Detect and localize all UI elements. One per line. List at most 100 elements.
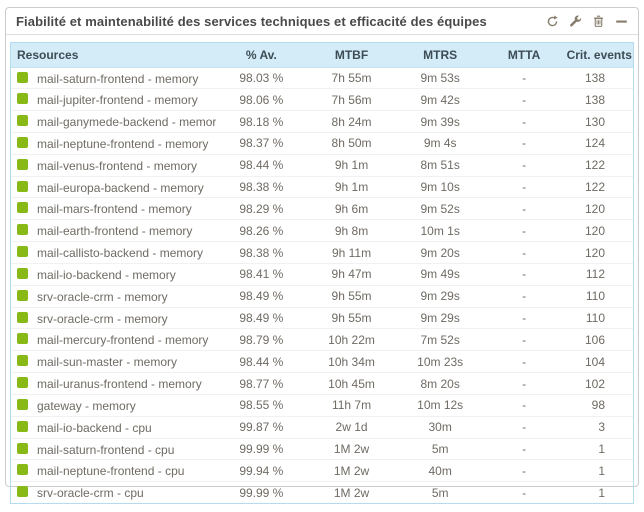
mtta-value: - (483, 328, 565, 351)
resource-name: srv-oracle-crm - memory (37, 289, 168, 304)
availability-value: 99.99 % (216, 481, 307, 504)
status-ok-icon (17, 158, 28, 170)
status-ok-icon (17, 420, 28, 432)
table-row[interactable]: mail-sun-master - memory 98.44 % 10h 34m… (11, 350, 633, 373)
table-row[interactable]: mail-io-backend - cpu 99.87 % 2w 1d 30m … (11, 415, 633, 439)
resource-name: mail-neptune-frontend - cpu (37, 464, 185, 479)
table-row[interactable]: mail-io-backend - memory 98.41 % 9h 47m … (11, 262, 633, 286)
table-row[interactable]: mail-earth-frontend - memory 98.26 % 9h … (11, 219, 633, 242)
mtrs-value: 9m 52s (396, 197, 484, 220)
crit-events-value: 98 (564, 393, 633, 417)
mtta-value: - (483, 175, 565, 198)
mtbf-value: 10h 34m (306, 350, 397, 373)
mtta-value: - (483, 393, 565, 417)
table-row[interactable]: mail-neptune-frontend - memory 98.37 % 8… (11, 131, 633, 155)
status-ok-icon (17, 115, 28, 127)
resource-name: mail-saturn-frontend - cpu (37, 442, 175, 457)
table-row[interactable]: mail-saturn-frontend - memory 98.03 % 7h… (11, 67, 633, 89)
crit-events-value: 102 (564, 372, 633, 395)
resource-name: mail-neptune-frontend - memory (37, 136, 209, 151)
availability-value: 98.38 % (216, 175, 307, 198)
table-row[interactable]: mail-neptune-frontend - cpu 99.94 % 1M 2… (11, 459, 633, 482)
availability-value: 98.55 % (216, 393, 307, 417)
status-ok-icon (17, 464, 28, 476)
mtrs-value: 9m 53s (420, 70, 460, 85)
status-ok-icon (17, 224, 28, 236)
mtbf-value: 9h 47m (306, 262, 397, 286)
availability-value: 98.26 % (216, 219, 307, 242)
table-row[interactable]: mail-venus-frontend - memory 98.44 % 9h … (11, 153, 633, 177)
table-row[interactable]: srv-oracle-crm - cpu 99.99 % 1M 2w 5m - … (11, 481, 633, 504)
column-header-crit-events: Crit. events (564, 43, 633, 68)
table-row[interactable]: mail-ganymede-backend - memory 98.18 % 8… (11, 110, 633, 133)
widget-body: Resources % Av. MTBF MTRS MTTA Crit. eve… (6, 35, 638, 512)
mtta-value: - (483, 88, 565, 111)
mtta-value: - (483, 131, 565, 155)
mtta-value: - (522, 70, 527, 85)
mtbf-value: 2w 1d (306, 415, 397, 439)
resource-name: srv-oracle-crm - memory (37, 311, 168, 326)
status-ok-icon (17, 355, 28, 367)
table-row[interactable]: mail-europa-backend - memory 98.38 % 9h … (11, 175, 633, 198)
table-row[interactable]: srv-oracle-crm - memory 98.49 % 9h 55m 9… (11, 284, 633, 308)
resource-name: mail-io-backend - cpu (37, 420, 152, 435)
mtbf-value: 10h 22m (306, 328, 397, 351)
resource-name: mail-mercury-frontend - memory (37, 333, 209, 348)
resource-name: mail-venus-frontend - memory (37, 158, 198, 173)
availability-value: 99.99 % (216, 437, 307, 460)
availability-value: 98.03 % (239, 70, 284, 85)
status-ok-icon (17, 442, 28, 454)
status-ok-icon (17, 311, 28, 323)
crit-events-value: 124 (564, 131, 633, 155)
resource-name: mail-uranus-frontend - memory (37, 376, 202, 391)
crit-events-value: 112 (564, 262, 633, 286)
crit-events-value: 104 (564, 350, 633, 373)
column-header-mtta: MTTA (483, 43, 565, 68)
widget-title: Fiabilité et maintenabilité des services… (16, 14, 487, 29)
crit-events-value: 138 (564, 88, 633, 111)
mtrs-value: 8m 51s (396, 153, 484, 177)
mtta-value: - (483, 241, 565, 264)
availability-value: 99.87 % (216, 415, 307, 439)
wrench-icon[interactable] (568, 15, 582, 29)
table-row[interactable]: srv-oracle-crm - memory 98.49 % 9h 55m 9… (11, 306, 633, 329)
crit-events-value: 1 (564, 459, 633, 482)
mtta-value: - (483, 197, 565, 220)
mtrs-value: 9m 29s (396, 306, 484, 329)
resource-name: mail-jupiter-frontend - memory (37, 93, 198, 108)
resource-name: mail-sun-master - memory (37, 355, 178, 370)
crit-events-value: 106 (564, 328, 633, 351)
crit-events-value: 1 (564, 481, 633, 504)
table-row[interactable]: mail-mercury-frontend - memory 98.79 % 1… (11, 328, 633, 351)
status-ok-icon (17, 333, 28, 345)
collapse-icon[interactable] (614, 15, 628, 29)
mtbf-value: 1M 2w (306, 437, 397, 460)
mtta-value: - (483, 110, 565, 133)
availability-value: 98.49 % (216, 306, 307, 329)
mtbf-value: 9h 1m (306, 153, 397, 177)
table-row[interactable]: mail-uranus-frontend - memory 98.77 % 10… (11, 372, 633, 395)
status-ok-icon (17, 202, 28, 214)
resource-name: srv-oracle-crm - cpu (37, 486, 144, 501)
availability-value: 98.49 % (216, 284, 307, 308)
status-ok-icon (17, 486, 28, 498)
table-row[interactable]: mail-jupiter-frontend - memory 98.06 % 7… (11, 88, 633, 111)
table-row[interactable]: mail-callisto-backend - memory 98.38 % 9… (11, 241, 633, 264)
mtbf-value: 1M 2w (306, 459, 397, 482)
mtrs-value: 40m (396, 459, 484, 482)
mtbf-value: 9h 55m (306, 284, 397, 308)
trash-icon[interactable] (591, 15, 605, 29)
resource-name: mail-europa-backend - memory (37, 180, 204, 195)
resource-name: mail-callisto-backend - memory (37, 245, 204, 260)
table-row[interactable]: mail-saturn-frontend - cpu 99.99 % 1M 2w… (11, 437, 633, 460)
mtta-value: - (483, 459, 565, 482)
availability-value: 98.06 % (216, 88, 307, 111)
mtbf-value: 9h 6m (306, 197, 397, 220)
table-row[interactable]: mail-mars-frontend - memory 98.29 % 9h 6… (11, 197, 633, 220)
mtrs-value: 5m (396, 481, 484, 504)
table-row[interactable]: gateway - memory 98.55 % 11h 7m 10m 12s … (11, 393, 633, 417)
mtrs-value: 30m (396, 415, 484, 439)
refresh-icon[interactable] (545, 15, 559, 29)
mtrs-value: 10m 23s (396, 350, 484, 373)
status-ok-icon (17, 93, 28, 105)
